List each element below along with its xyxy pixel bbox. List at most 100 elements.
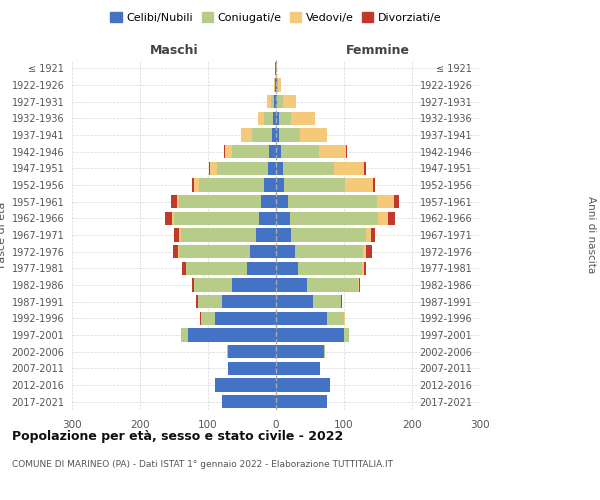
Bar — [210, 162, 217, 175]
Bar — [271, 95, 274, 108]
Bar — [217, 162, 268, 175]
Bar — [276, 262, 298, 275]
Bar — [185, 262, 186, 275]
Bar — [173, 245, 178, 258]
Bar — [188, 328, 276, 342]
Bar — [198, 295, 221, 308]
Bar — [344, 328, 349, 342]
Bar — [232, 145, 269, 158]
Bar — [172, 212, 174, 225]
Bar — [268, 162, 276, 175]
Bar — [394, 195, 399, 208]
Bar — [191, 278, 194, 291]
Bar — [323, 345, 325, 358]
Bar — [250, 245, 276, 258]
Bar — [201, 312, 215, 325]
Bar — [319, 145, 346, 158]
Bar — [288, 195, 377, 208]
Bar — [196, 295, 198, 308]
Bar — [251, 128, 272, 141]
Text: Femmine: Femmine — [346, 44, 410, 57]
Bar — [221, 395, 276, 408]
Bar — [341, 295, 342, 308]
Bar — [215, 312, 276, 325]
Bar — [257, 112, 265, 125]
Bar — [267, 95, 271, 108]
Bar — [215, 378, 276, 392]
Bar — [276, 395, 327, 408]
Bar — [276, 145, 281, 158]
Bar — [269, 145, 276, 158]
Bar — [199, 178, 264, 192]
Bar — [259, 212, 276, 225]
Bar — [194, 178, 199, 192]
Bar — [229, 362, 276, 375]
Bar — [276, 212, 290, 225]
Bar — [298, 262, 362, 275]
Text: Popolazione per età, sesso e stato civile - 2022: Popolazione per età, sesso e stato civil… — [12, 430, 343, 443]
Bar — [179, 228, 181, 241]
Bar — [272, 128, 276, 141]
Bar — [364, 262, 367, 275]
Bar — [276, 362, 320, 375]
Bar — [261, 195, 276, 208]
Text: COMUNE DI MARINEO (PA) - Dati ISTAT 1° gennaio 2022 - Elaborazione TUTTITALIA.IT: COMUNE DI MARINEO (PA) - Dati ISTAT 1° g… — [12, 460, 393, 469]
Bar — [362, 262, 364, 275]
Bar — [276, 245, 295, 258]
Bar — [181, 228, 256, 241]
Bar — [276, 112, 279, 125]
Y-axis label: Fasce di età: Fasce di età — [0, 202, 7, 268]
Bar — [209, 162, 210, 175]
Bar — [256, 228, 276, 241]
Bar — [363, 245, 367, 258]
Bar — [228, 362, 229, 375]
Bar — [346, 178, 373, 192]
Bar — [358, 278, 359, 291]
Bar — [307, 278, 358, 291]
Bar — [165, 212, 172, 225]
Bar — [359, 278, 361, 291]
Bar — [177, 195, 179, 208]
Bar — [264, 178, 276, 192]
Bar — [371, 228, 374, 241]
Bar — [232, 278, 276, 291]
Bar — [174, 228, 179, 241]
Bar — [313, 295, 341, 308]
Bar — [346, 145, 347, 158]
Bar — [280, 128, 300, 141]
Bar — [276, 178, 284, 192]
Bar — [181, 328, 188, 342]
Bar — [276, 345, 323, 358]
Bar — [291, 228, 366, 241]
Bar — [291, 112, 315, 125]
Bar — [300, 128, 327, 141]
Bar — [276, 228, 291, 241]
Bar — [276, 162, 283, 175]
Bar — [178, 245, 179, 258]
Bar — [364, 162, 366, 175]
Bar — [276, 62, 277, 75]
Bar — [171, 195, 177, 208]
Bar — [388, 212, 395, 225]
Bar — [373, 178, 375, 192]
Bar — [182, 262, 185, 275]
Bar — [265, 112, 272, 125]
Bar — [276, 95, 277, 108]
Bar — [283, 162, 334, 175]
Bar — [276, 278, 307, 291]
Bar — [227, 345, 229, 358]
Bar — [278, 78, 281, 92]
Bar — [272, 112, 276, 125]
Bar — [241, 128, 251, 141]
Bar — [277, 78, 278, 92]
Bar — [194, 278, 232, 291]
Bar — [367, 245, 372, 258]
Bar — [276, 312, 327, 325]
Bar — [281, 145, 319, 158]
Bar — [283, 95, 296, 108]
Bar — [334, 162, 364, 175]
Text: Anni di nascita: Anni di nascita — [586, 196, 596, 274]
Text: Maschi: Maschi — [149, 44, 199, 57]
Bar — [224, 145, 225, 158]
Bar — [276, 78, 277, 92]
